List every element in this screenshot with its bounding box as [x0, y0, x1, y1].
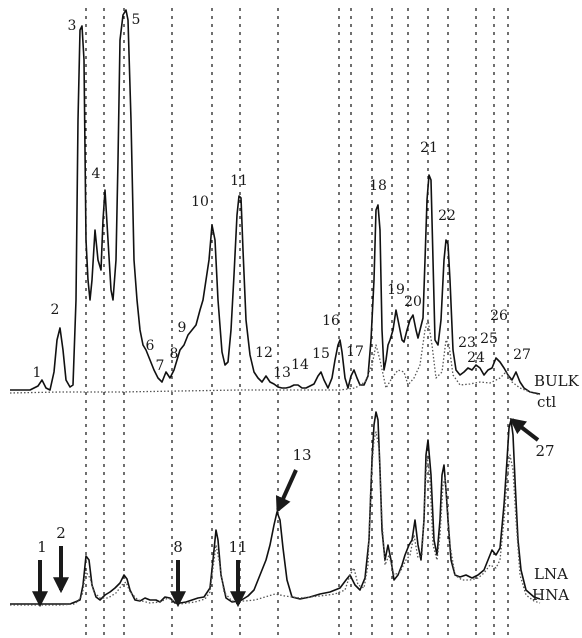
arrow-label-27: 27 [535, 442, 554, 460]
peak-label-27: 27 [513, 347, 531, 363]
peak-label-24: 24 [467, 350, 485, 366]
peak-label-26: 26 [490, 308, 508, 324]
peak-label-10: 10 [191, 194, 209, 210]
legend-label-ctl: ctl [537, 393, 556, 411]
series-legend: BULK ctl LNA HNA [532, 372, 580, 604]
peak-label-23: 23 [458, 335, 476, 351]
peak-label-8: 8 [170, 346, 179, 362]
arrow-label-8: 8 [173, 538, 183, 556]
arrow-label-2: 2 [56, 524, 66, 542]
peak-label-17: 17 [346, 344, 364, 360]
series-hna-line [10, 431, 541, 606]
peak-label-18: 18 [369, 178, 387, 194]
peak-label-7: 7 [156, 358, 165, 374]
peak-label-21: 21 [420, 140, 438, 156]
peak-label-12: 12 [255, 345, 273, 361]
peak-label-5: 5 [132, 12, 141, 28]
peak-label-22: 22 [438, 208, 456, 224]
series-lna-line [10, 411, 541, 605]
peak-label-3: 3 [68, 18, 77, 34]
peak-label-16: 16 [322, 313, 340, 329]
arrow-labels-bottom: 12 8 11 13 27 [32, 418, 555, 608]
peak-label-25: 25 [480, 331, 498, 347]
series-bulk-line [10, 9, 541, 395]
arrow-label-1: 1 [37, 538, 47, 556]
peak-label-2: 2 [51, 302, 60, 318]
peak-label-4: 4 [92, 166, 101, 182]
peak-label-6: 6 [146, 338, 155, 354]
legend-label-lna: LNA [534, 565, 568, 583]
peak-label-11: 11 [230, 173, 248, 189]
peak-label-14: 14 [291, 357, 309, 373]
peak-label-9: 9 [178, 320, 187, 336]
peak-label-15: 15 [312, 346, 330, 362]
legend-label-bulk: BULK [534, 372, 580, 390]
peak-label-20: 20 [404, 294, 422, 310]
peak-label-19: 19 [387, 282, 405, 298]
arrow-27 [509, 418, 540, 442]
arrow-label-11: 11 [228, 538, 247, 556]
peak-label-13: 13 [273, 365, 291, 381]
peak-label-1: 1 [33, 365, 42, 381]
arrow-label-13: 13 [292, 446, 311, 464]
series-ctl-line [9, 319, 541, 396]
arrow-13 [275, 469, 298, 513]
legend-label-hna: HNA [532, 586, 569, 604]
vertical-guide-lines [85, 8, 509, 636]
series-layer [9, 9, 541, 606]
